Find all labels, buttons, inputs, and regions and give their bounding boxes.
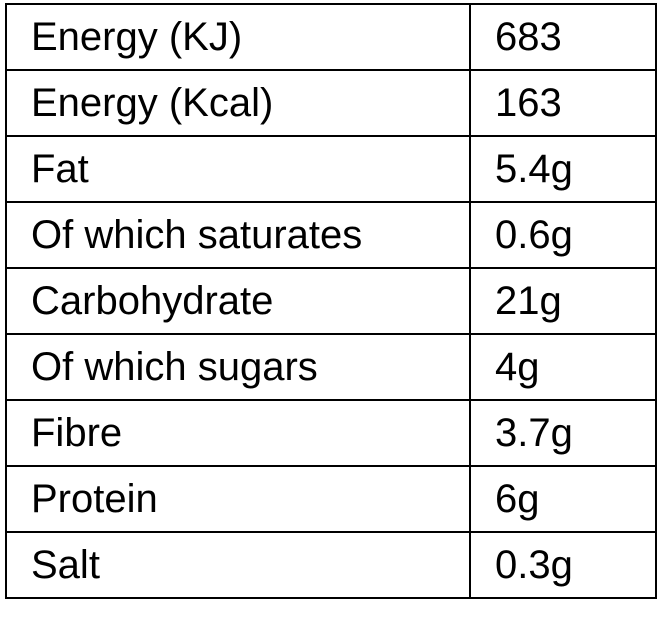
table-row: Carbohydrate 21g bbox=[5, 267, 657, 335]
table-row: Salt 0.3g bbox=[5, 531, 657, 599]
nutrient-label: Protein bbox=[5, 465, 471, 533]
nutrient-value: 6g bbox=[469, 465, 657, 533]
nutrient-label: Salt bbox=[5, 531, 471, 599]
nutrient-value: 21g bbox=[469, 267, 657, 335]
nutrient-value: 5.4g bbox=[469, 135, 657, 203]
table-row: Energy (KJ) 683 bbox=[5, 3, 657, 71]
nutrition-table: Energy (KJ) 683 Energy (Kcal) 163 Fat 5.… bbox=[5, 3, 657, 599]
nutrient-label: Energy (Kcal) bbox=[5, 69, 471, 137]
table-row: Fat 5.4g bbox=[5, 135, 657, 203]
nutrient-value: 683 bbox=[469, 3, 657, 71]
nutrient-value: 163 bbox=[469, 69, 657, 137]
nutrient-label: Of which sugars bbox=[5, 333, 471, 401]
nutrient-label: Of which saturates bbox=[5, 201, 471, 269]
table-row: Energy (Kcal) 163 bbox=[5, 69, 657, 137]
table-row: Of which sugars 4g bbox=[5, 333, 657, 401]
nutrient-label: Carbohydrate bbox=[5, 267, 471, 335]
nutrient-value: 0.3g bbox=[469, 531, 657, 599]
nutrient-value: 0.6g bbox=[469, 201, 657, 269]
nutrient-value: 3.7g bbox=[469, 399, 657, 467]
nutrient-label: Fibre bbox=[5, 399, 471, 467]
table-row: Fibre 3.7g bbox=[5, 399, 657, 467]
table-row: Of which saturates 0.6g bbox=[5, 201, 657, 269]
nutrition-table-container: Energy (KJ) 683 Energy (Kcal) 163 Fat 5.… bbox=[5, 3, 657, 599]
table-row: Protein 6g bbox=[5, 465, 657, 533]
nutrient-label: Energy (KJ) bbox=[5, 3, 471, 71]
nutrient-label: Fat bbox=[5, 135, 471, 203]
nutrient-value: 4g bbox=[469, 333, 657, 401]
